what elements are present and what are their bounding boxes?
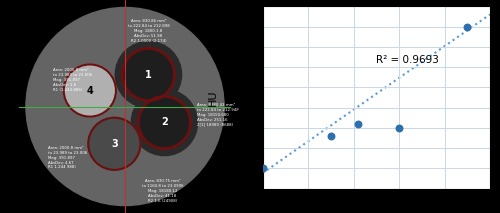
Circle shape [64,64,116,117]
Circle shape [88,118,141,170]
Point [463,25,471,28]
Text: Area: 830.75 mm²
to 1160.8 to 23.0996
Mag: 18180.12
AbsDev: 41.18
R2 1.6 (24908): Area: 830.75 mm² to 1160.8 to 23.0996 Ma… [142,179,183,203]
Text: Area: 2000.8 mm²
to 23.989 to 23.006
Mag: 391.897
AbsDev: 1.6
R1 (1.244.886): Area: 2000.8 mm² to 23.989 to 23.006 Mag… [52,68,92,92]
Circle shape [26,7,224,206]
Circle shape [138,96,190,149]
Text: Area: 2000.8 mm²
to 23.989 to 23.006
Mag: 391.897
AbsDev: 4.67
R1 1.244 988): Area: 2000.8 mm² to 23.989 to 23.006 Mag… [48,146,88,169]
Text: 4: 4 [86,86,93,95]
Point [354,122,362,125]
Text: 2: 2 [161,118,168,127]
Y-axis label: HU: HU [208,89,218,106]
Point [395,126,403,130]
X-axis label: Electron density: Electron density [331,212,422,213]
Text: 1: 1 [145,70,152,79]
Point [258,167,266,170]
Circle shape [122,49,174,101]
Text: Area: 830.86 mm²
to 222.84 to 212.898
Mag: 1800.1.8
AbsDev: 51.98
R2 1.0000 (2.1: Area: 830.86 mm² to 222.84 to 212.898 Ma… [128,19,170,43]
Point [327,134,335,138]
Text: Area: 8980.43 mm²
to 222.84 to 212.948
Mag: 18150.680
AbsDev: 251.16
2[1] 18980 : Area: 8980.43 mm² to 222.84 to 212.948 M… [198,103,239,127]
Text: 3: 3 [111,139,117,149]
Text: R² = 0.9693: R² = 0.9693 [376,55,439,65]
